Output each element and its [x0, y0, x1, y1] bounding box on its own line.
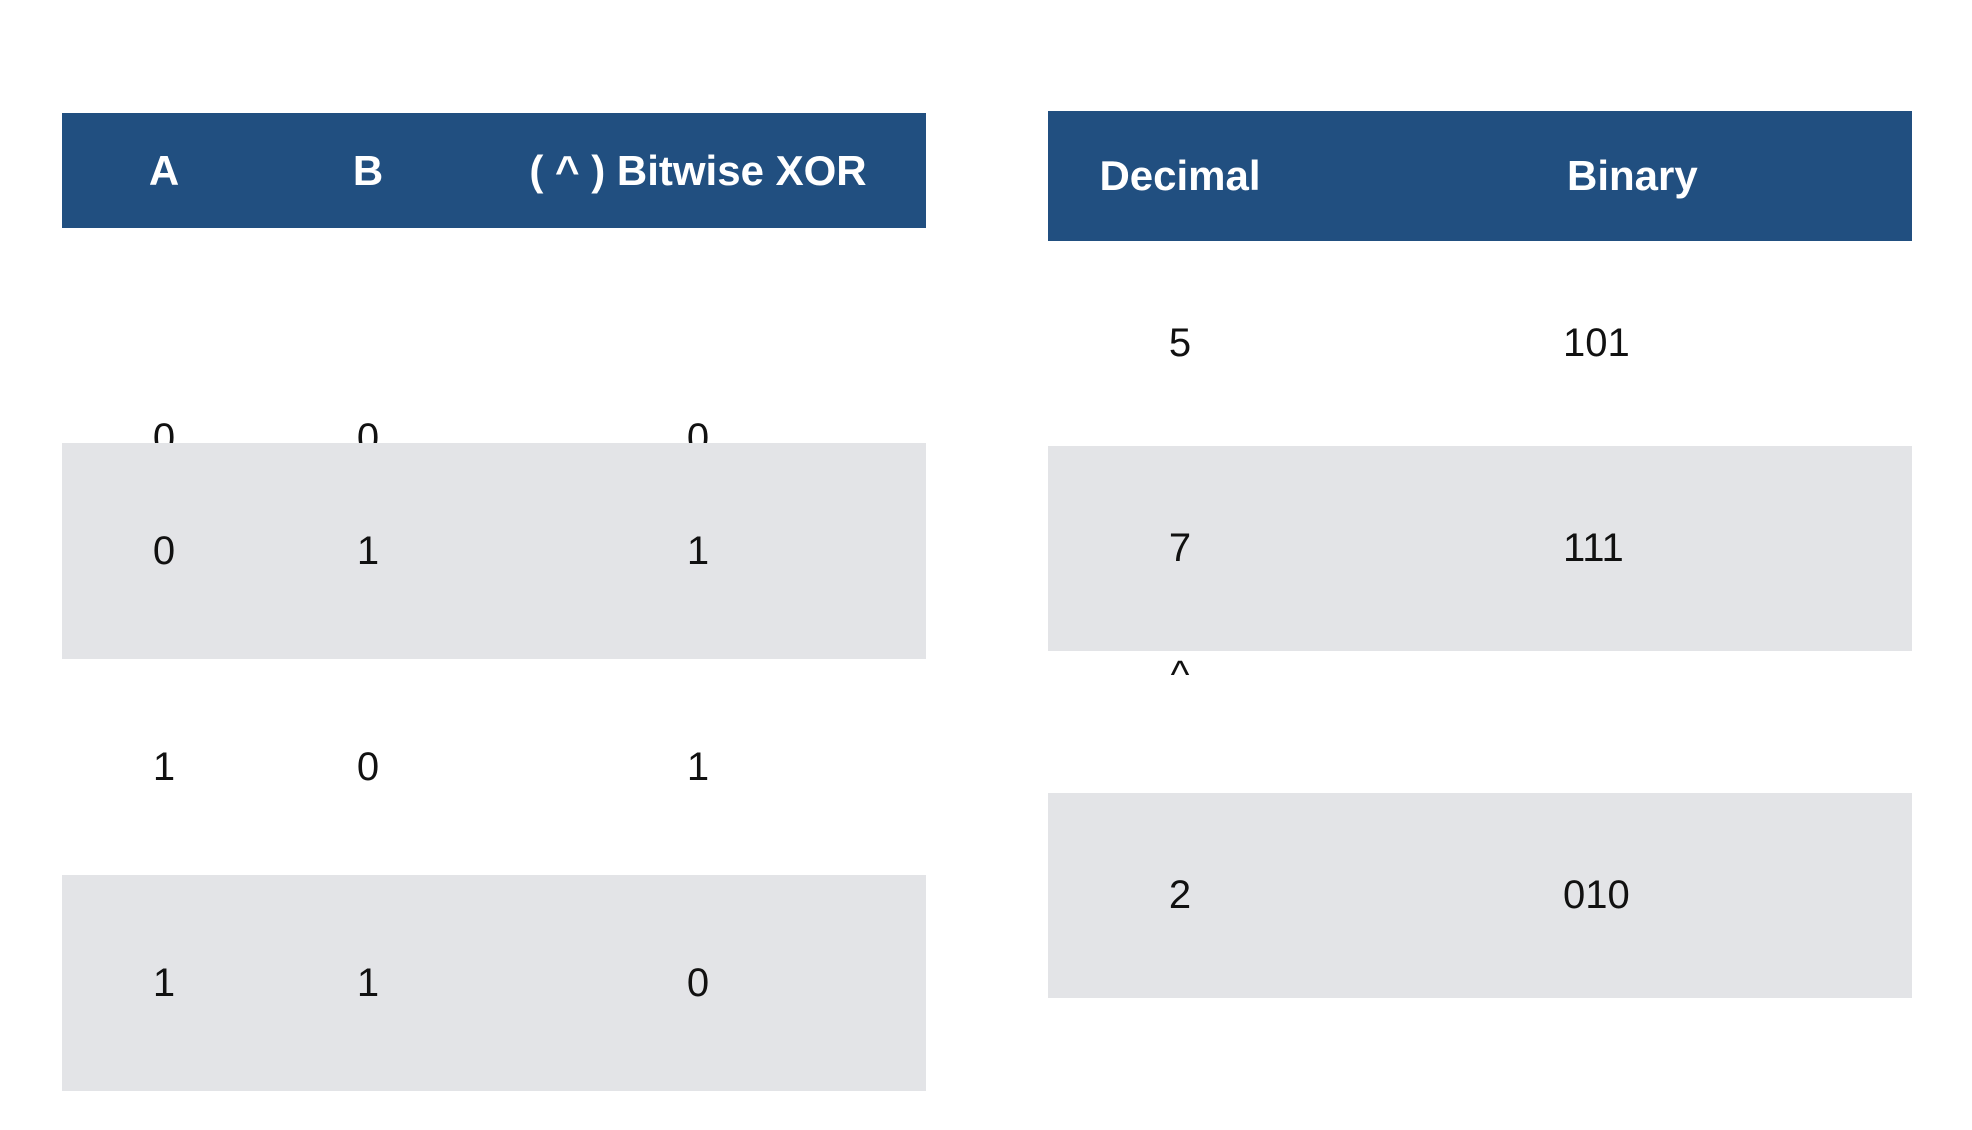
table-row: 0 1 1 — [62, 443, 926, 659]
header-bitwise-xor: ( ^ ) Bitwise XOR — [529, 146, 867, 194]
result-binary: 010 — [1563, 873, 1630, 917]
operand1-decimal: 5 — [1168, 321, 1192, 365]
xor-table-body-continued: 0 1 1 1 0 1 1 1 0 — [62, 443, 926, 1091]
table-row: 5 101 — [1048, 241, 1912, 446]
operand1-binary: 101 — [1563, 321, 1630, 365]
table-row: 1 1 0 — [62, 875, 926, 1091]
cell-xor: 1 — [686, 528, 710, 573]
table-row: 1 0 1 — [62, 659, 926, 875]
cell-b: 1 — [356, 528, 380, 573]
xor-table-header: A B ( ^ ) Bitwise XOR — [62, 113, 926, 228]
example-table-header: Decimal Binary — [1048, 111, 1912, 241]
cell-a: 1 — [152, 744, 176, 789]
operator-row: ^ — [1048, 651, 1912, 793]
cell-xor: 1 — [686, 744, 710, 789]
result-row: 2 010 — [1048, 793, 1912, 998]
xor-example-table: Decimal Binary 5 101 7 111 ^ 2 010 — [1048, 111, 1912, 998]
cell-xor: 0 — [686, 960, 710, 1005]
result-decimal: 2 — [1168, 873, 1192, 917]
cell-b: 0 — [356, 744, 380, 789]
header-binary: Binary — [1567, 152, 1698, 199]
xor-operator: ^ — [1170, 653, 1190, 697]
header-a: A — [148, 146, 180, 194]
cell-a: 1 — [152, 960, 176, 1005]
cell-b: 1 — [356, 960, 380, 1005]
table-row: 7 111 — [1048, 446, 1912, 651]
header-b: B — [352, 146, 384, 194]
operand2-decimal: 7 — [1168, 526, 1192, 570]
xor-table-spacer — [62, 228, 926, 330]
header-decimal: Decimal — [1099, 152, 1261, 199]
cell-a: 0 — [152, 528, 176, 573]
operand2-binary: 111 — [1563, 526, 1624, 570]
